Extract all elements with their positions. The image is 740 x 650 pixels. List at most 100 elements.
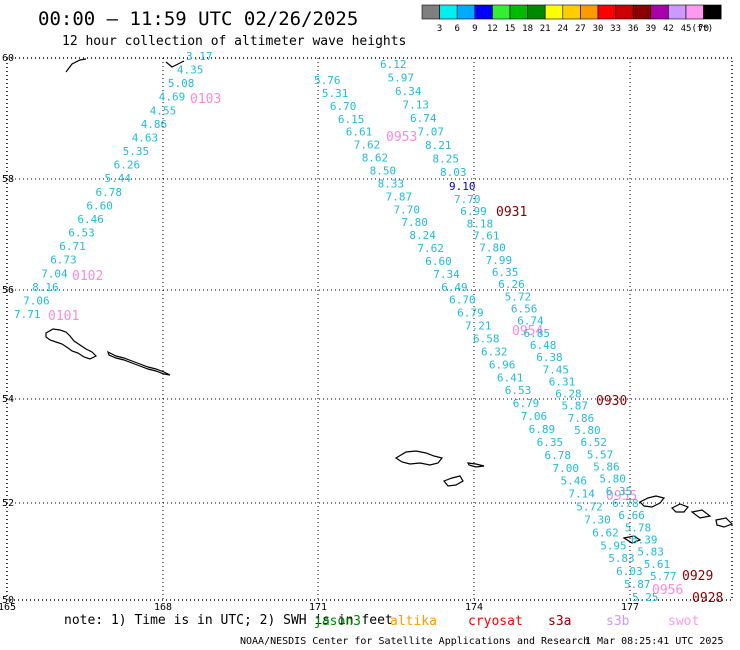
wave-height-label: 7.00 <box>553 462 580 475</box>
lat-label: 54 <box>2 394 14 405</box>
satellite-legend-item: cryosat <box>468 614 523 629</box>
satellite-legend-item: swot <box>668 614 699 629</box>
legend-swatch <box>492 4 511 20</box>
wave-height-label: 6.99 <box>460 205 487 218</box>
lat-label: 58 <box>2 174 14 185</box>
wave-height-label: 6.03 <box>616 565 643 578</box>
legend-swatch <box>509 4 528 20</box>
wave-height-label: 7.71 <box>14 308 41 321</box>
footer-note: note: 1) Time is in UTC; 2) SWH is in fe… <box>64 613 393 628</box>
satellite-legend-item: altika <box>390 614 437 629</box>
wave-height-label: 8.21 <box>425 139 452 152</box>
wave-height-label: 5.72 <box>505 290 531 303</box>
wave-height-label: 6.71 <box>59 240 86 253</box>
wave-height-label: 6.53 <box>68 227 95 240</box>
lat-label: 56 <box>2 285 14 296</box>
wave-height-label: 6.79 <box>513 397 540 410</box>
legend-swatch <box>580 4 599 20</box>
wave-height-label: 7.70 <box>454 193 481 206</box>
wave-height-label: 6.62 <box>592 526 619 539</box>
footer-credit: NOAA/NESDIS Center for Satellite Applica… <box>240 636 589 647</box>
wave-height-label: 7.13 <box>403 99 430 112</box>
legend-swatch <box>527 4 546 20</box>
legend-swatch <box>632 4 652 20</box>
wave-height-label: 4.35 <box>177 64 204 77</box>
legend-label: 42 <box>663 24 674 34</box>
island-small-b <box>443 475 464 487</box>
wave-height-label: 5.83 <box>637 546 664 559</box>
wave-height-label: 7.62 <box>417 242 444 255</box>
wave-height-label: 7.80 <box>479 242 506 255</box>
wave-height-label: 6.61 <box>346 126 373 139</box>
wave-height-label: 6.66 <box>618 509 645 522</box>
wave-height-label: 6.70 <box>449 294 476 307</box>
wave-height-label: 6.12 <box>380 58 407 71</box>
wave-height-label: 8.50 <box>370 165 397 178</box>
wave-height-label: 3.17 <box>186 50 213 63</box>
satellite-legend-item: jason3 <box>314 614 361 629</box>
aleutian-c <box>690 509 712 519</box>
wave-height-legend: 3 6 9 12 15 18 21 24 27 30 33 36 39 42 45 70(ft) <box>421 4 722 34</box>
wave-height-label: 5.76 <box>314 74 341 87</box>
wave-height-label: 5.80 <box>574 424 601 437</box>
wave-height-label: 7.14 <box>568 488 595 501</box>
legend-label: 15 <box>505 24 516 34</box>
wave-height-label: 5.61 <box>644 558 671 571</box>
coast-north-b <box>165 60 185 68</box>
wave-height-label: 6.15 <box>338 113 365 126</box>
legend-swatch <box>615 4 634 20</box>
wave-height-label: 5.46 <box>561 475 588 488</box>
wave-height-label: 6.74 <box>517 315 544 328</box>
satellite-legend-item: s3a <box>548 614 571 629</box>
wave-height-label: 6.48 <box>530 339 557 352</box>
wave-height-label: 4.69 <box>159 91 186 104</box>
wave-height-label: 5.97 <box>388 72 415 85</box>
island-st-matthew <box>106 350 171 376</box>
wave-height-label: 6.35 <box>537 436 564 449</box>
wave-height-label: 6.35 <box>606 485 633 498</box>
legend-label: 70 <box>698 24 709 34</box>
wave-height-label: 7.80 <box>401 216 428 229</box>
island-small-a <box>466 462 485 468</box>
footer-generated: 1 Mar 08:25:41 UTC 2025 <box>585 636 723 647</box>
satellite-legend: jason3 altika cryosat s3a s3b swot <box>314 614 699 629</box>
wave-height-label: 6.49 <box>441 281 468 294</box>
wave-height-label: 5.78 <box>625 521 652 534</box>
wave-height-label: 5.77 <box>650 570 677 583</box>
wave-height-label: 8.16 <box>32 281 59 294</box>
wave-height-label: 7.07 <box>418 126 445 139</box>
wave-height-label: 5.57 <box>587 448 614 461</box>
lat-label: 60 <box>2 53 14 64</box>
lat-label: 50 <box>2 595 14 606</box>
wave-height-label: 8.18 <box>467 217 494 230</box>
legend-unit: (ft) <box>692 24 714 34</box>
wave-height-label: 6.38 <box>536 351 563 364</box>
lon-label: 168 <box>154 602 172 613</box>
wave-height-label: 6.74 <box>410 112 437 125</box>
wave-height-label: 5.95 <box>600 539 627 552</box>
legend-swatch <box>650 4 669 20</box>
wave-height-label: 5.35 <box>123 145 150 158</box>
legend-label: 45 <box>681 24 692 34</box>
wave-height-label: 6.28 <box>555 388 582 401</box>
legend-label: 18 <box>522 24 533 34</box>
pass-time-label: 0954 <box>512 324 543 339</box>
wave-height-label: 6.78 <box>612 497 639 510</box>
wave-height-label: 6.46 <box>77 213 104 226</box>
legend-label: 36 <box>628 24 639 34</box>
legend-label: 33 <box>610 24 621 34</box>
legend-label: 9 <box>472 24 477 34</box>
lat-label: 52 <box>2 498 14 509</box>
wave-height-label: 6.32 <box>481 345 508 358</box>
altimeter-tracks: 3.174.355.084.694.554.864.635.356.265.44… <box>14 50 723 606</box>
wave-height-label: 8.62 <box>362 152 389 165</box>
wave-height-label: 4.86 <box>141 118 168 131</box>
coast-north-a <box>65 58 87 73</box>
aleutian-e <box>622 535 642 544</box>
wave-height-label: 7.04 <box>41 267 68 280</box>
wave-height-label: 5.87 <box>624 578 651 591</box>
wave-height-label: 8.33 <box>378 177 405 190</box>
legend-swatch <box>544 4 564 20</box>
